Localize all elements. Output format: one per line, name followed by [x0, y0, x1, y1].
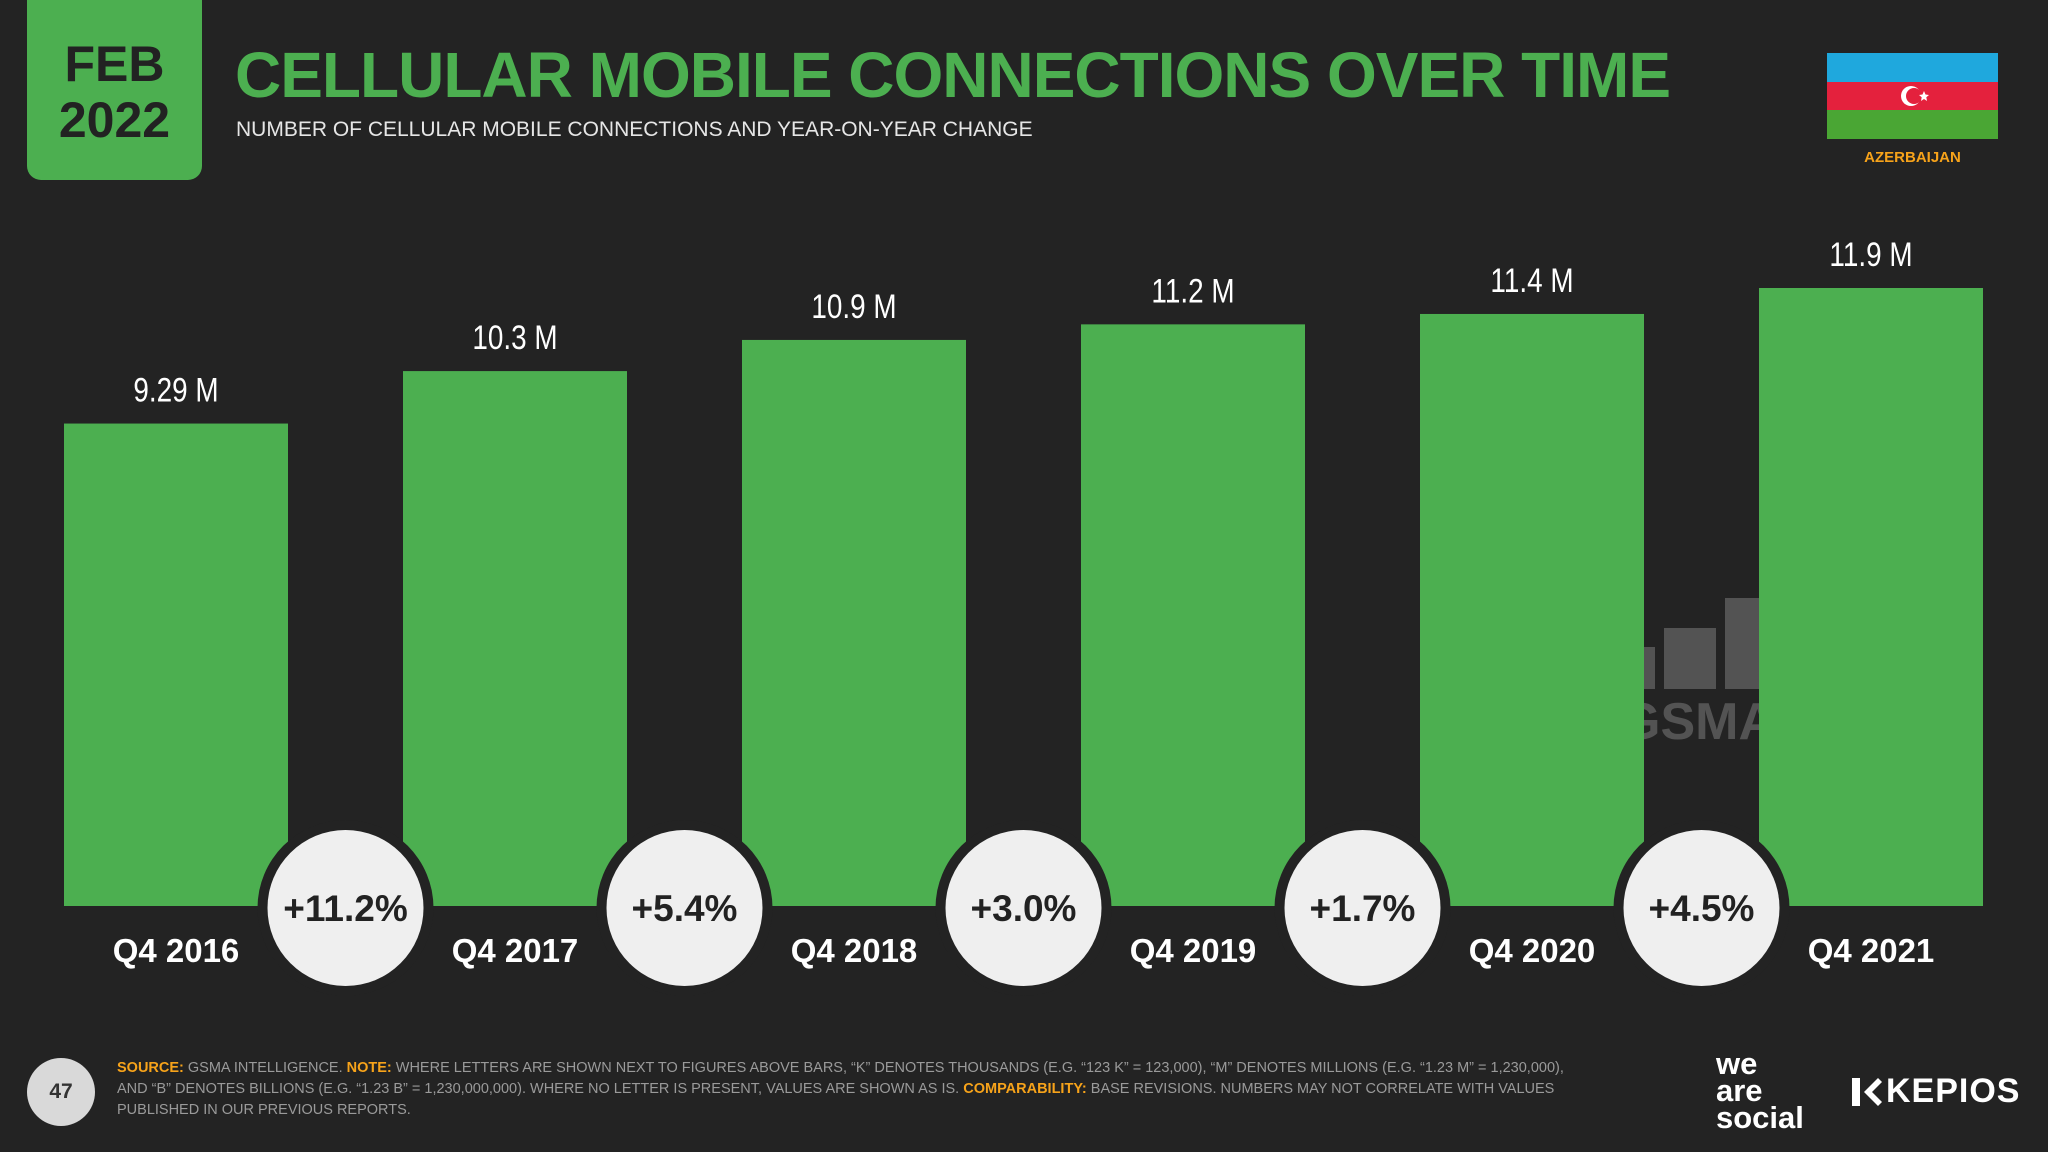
x-axis-tick-label: Q4 2016	[113, 932, 240, 969]
bar-value-label: 10.3 M	[472, 318, 557, 356]
note-text: WHERE LETTERS ARE SHOWN NEXT TO FIGURES …	[117, 1060, 1564, 1097]
logo-line-we: we	[1716, 1046, 1758, 1081]
x-axis-tick-label: Q4 2020	[1469, 932, 1596, 969]
yoy-change-label: +1.7%	[1310, 888, 1416, 929]
yoy-change-label: +4.5%	[1649, 888, 1755, 929]
comparability-label: COMPARABILITY:	[963, 1081, 1087, 1097]
bar-value-label: 11.9 M	[1829, 235, 1912, 273]
logo-line-social: social	[1716, 1100, 1804, 1135]
bar-chart: 9.29 M Q4 2016 10.3 M Q4 2017 10.9 M Q4 2018 1…	[64, 235, 1983, 986]
yoy-change-label: +11.2%	[283, 888, 407, 929]
source-text: GSMA INTELLIGENCE.	[183, 1060, 347, 1076]
azerbaijan-flag-icon	[1827, 53, 1998, 139]
yoy-bubble	[606, 830, 763, 986]
badge-year: 2022	[58, 92, 171, 148]
yoy-bubble	[1284, 830, 1441, 986]
country-label: AZERBAIJAN	[1864, 149, 1961, 166]
yoy-change-label: +3.0%	[971, 888, 1077, 929]
x-axis-tick-label: Q4 2021	[1808, 932, 1935, 969]
comparability-text: BASE REVISIONS. NUMBERS MAY NOT CORRELAT…	[117, 1081, 1555, 1118]
page-title: CELLULAR MOBILE CONNECTIONS OVER TIME	[235, 39, 1671, 111]
bar	[742, 339, 966, 907]
kepios-text: KEPIOS	[1886, 1072, 2021, 1110]
bar	[64, 423, 288, 906]
bar-value-label: 11.2 M	[1151, 272, 1234, 310]
x-axis-tick-label: Q4 2018	[791, 932, 918, 969]
note-label: NOTE:	[346, 1060, 392, 1076]
bar	[403, 371, 627, 907]
bar	[1420, 313, 1644, 906]
x-axis-tick-label: Q4 2019	[1130, 932, 1257, 969]
yoy-bubble	[1623, 830, 1780, 986]
bar	[1759, 288, 1983, 906]
bar-value-label: 11.4 M	[1490, 261, 1573, 299]
kepios-logo: KEPIOS	[1852, 1072, 2020, 1111]
bar-value-label: 9.29 M	[133, 371, 218, 409]
bar	[1081, 324, 1305, 907]
kepios-mark-icon	[1852, 1077, 1882, 1106]
bar-value-label: 10.9 M	[811, 287, 896, 325]
badge-month: FEB	[64, 36, 165, 92]
x-axis-tick-label: Q4 2017	[452, 932, 579, 969]
yoy-bubble	[945, 830, 1102, 986]
logo-line-are: are	[1716, 1073, 1763, 1108]
source-label: SOURCE:	[117, 1060, 184, 1076]
yoy-change-label: +5.4%	[632, 888, 738, 929]
page-subtitle: NUMBER OF CELLULAR MOBILE CONNECTIONS AN…	[236, 118, 1033, 141]
yoy-bubble	[267, 830, 424, 986]
date-badge: FEB 2022	[27, 0, 202, 180]
we-are-social-logo: we are social	[1716, 1046, 1804, 1135]
footnote: SOURCE: GSMA INTELLIGENCE. NOTE: WHERE L…	[117, 1058, 1597, 1121]
page-number: 47	[27, 1058, 95, 1126]
gsma-watermark-text: GSMA	[1620, 693, 1776, 745]
